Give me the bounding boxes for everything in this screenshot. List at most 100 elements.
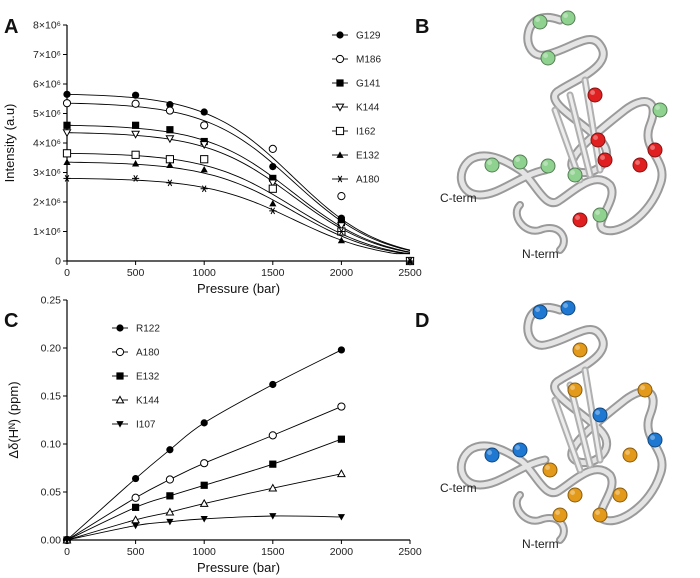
- legend: R122 A180 E132 K144 I107: [112, 324, 160, 431]
- legend-marker: [336, 175, 344, 183]
- data-point: [269, 513, 277, 520]
- legend-marker: [116, 421, 124, 428]
- n-term-label-b: N-term: [522, 247, 559, 261]
- fit-curve: [66, 161, 411, 255]
- sphere-highlight: [545, 465, 550, 470]
- data-point: [166, 126, 174, 134]
- y-tick-label: 0.00: [41, 535, 62, 547]
- sphere: [647, 142, 663, 158]
- data-point: [165, 135, 175, 144]
- data-point: [62, 149, 72, 158]
- series-i107: [63, 513, 345, 544]
- y-axis-label: Δδ(Hᴺ) (ppm): [6, 381, 21, 458]
- data-point: [62, 129, 72, 138]
- data-point: [166, 101, 174, 109]
- legend-label: E132: [356, 151, 380, 162]
- data-point: [269, 163, 277, 171]
- sphere: [567, 382, 583, 398]
- chart-a-intensity: 0 500 1000 1500 2000 2500 0 1×10⁶ 2×10⁶ 3×10⁶ 4×10…: [2, 20, 422, 297]
- data-point: [200, 516, 208, 523]
- y-tick-label: 8×10⁶: [33, 20, 61, 32]
- sphere: [560, 10, 576, 26]
- data-point: [336, 222, 346, 231]
- data-point: [131, 99, 140, 108]
- data-point: [166, 161, 174, 169]
- data-point: [200, 419, 208, 427]
- series-a180: [63, 175, 414, 265]
- data-point: [269, 460, 277, 468]
- y-tick-label: 0.10: [41, 439, 62, 451]
- legend-label: A180: [136, 348, 160, 359]
- sphere: [567, 167, 583, 183]
- x-tick-label: 500: [127, 267, 145, 279]
- series-r122: [63, 346, 345, 544]
- data-point: [269, 380, 277, 389]
- fit-curve: [66, 177, 410, 255]
- sphere-highlight: [600, 155, 605, 160]
- data-point: [200, 121, 209, 130]
- fit-curve: [66, 515, 342, 541]
- sphere-highlight: [543, 161, 548, 166]
- x-tick-label: 2000: [330, 546, 354, 558]
- data-point: [200, 459, 209, 468]
- n-term-label-d: N-term: [522, 537, 559, 551]
- data-point: [269, 207, 277, 215]
- sphere: [652, 102, 668, 118]
- protein-structure-d: C-term N-term: [440, 300, 667, 551]
- sphere-highlight: [543, 53, 548, 58]
- sphere-highlight: [555, 510, 560, 515]
- data-point: [199, 141, 209, 150]
- fit-curve: [66, 473, 342, 541]
- fit-curve: [66, 152, 411, 255]
- y-tick-label: 7×10⁶: [33, 49, 61, 61]
- legend-marker: [116, 324, 124, 332]
- data-point: [268, 179, 278, 188]
- series-e132: [63, 435, 345, 544]
- data-point: [132, 91, 140, 99]
- data-point: [200, 165, 208, 173]
- panel-letter-a: A: [4, 16, 19, 38]
- data-point: [63, 121, 71, 129]
- data-point: [268, 144, 277, 153]
- legend-marker: [335, 103, 345, 112]
- legend-marker: [336, 151, 344, 158]
- series-k144: [62, 129, 415, 266]
- data-point: [165, 475, 174, 484]
- sphere-highlight: [570, 490, 575, 495]
- legend-label: K144: [136, 396, 160, 407]
- y-tick-label: 6×10⁶: [33, 79, 61, 91]
- data-point: [200, 155, 209, 164]
- sphere-highlight: [570, 170, 575, 175]
- sphere: [592, 507, 608, 523]
- fit-curve: [66, 93, 411, 251]
- fit-curve: [66, 349, 342, 541]
- data-point: [131, 130, 141, 139]
- sphere: [572, 342, 588, 358]
- sphere-highlight: [563, 13, 568, 18]
- data-point: [337, 402, 346, 411]
- x-tick-label: 2000: [330, 267, 354, 279]
- legend-marker: [335, 126, 345, 136]
- sphere: [512, 442, 528, 458]
- x-tick-label: 2500: [398, 546, 422, 558]
- spheres-d: [484, 300, 663, 523]
- legend-marker: [115, 347, 125, 357]
- data-point: [132, 175, 140, 182]
- y-tick-label: 4×10⁶: [33, 138, 61, 150]
- fit-curve: [66, 406, 342, 541]
- sphere: [612, 487, 628, 503]
- sphere: [484, 157, 500, 173]
- data-point: [132, 474, 140, 483]
- data-point: [199, 498, 209, 507]
- data-point: [131, 493, 140, 502]
- data-point: [337, 346, 345, 354]
- y-tick-label: 2×10⁶: [33, 197, 61, 209]
- data-point: [131, 150, 140, 159]
- legend-label: G129: [356, 31, 381, 42]
- legend-marker: [115, 395, 125, 404]
- sphere: [560, 300, 576, 316]
- data-point: [406, 257, 414, 265]
- protein-structure-b: C-term N-term: [440, 10, 668, 261]
- data-point: [63, 158, 71, 166]
- sphere-highlight: [595, 510, 600, 515]
